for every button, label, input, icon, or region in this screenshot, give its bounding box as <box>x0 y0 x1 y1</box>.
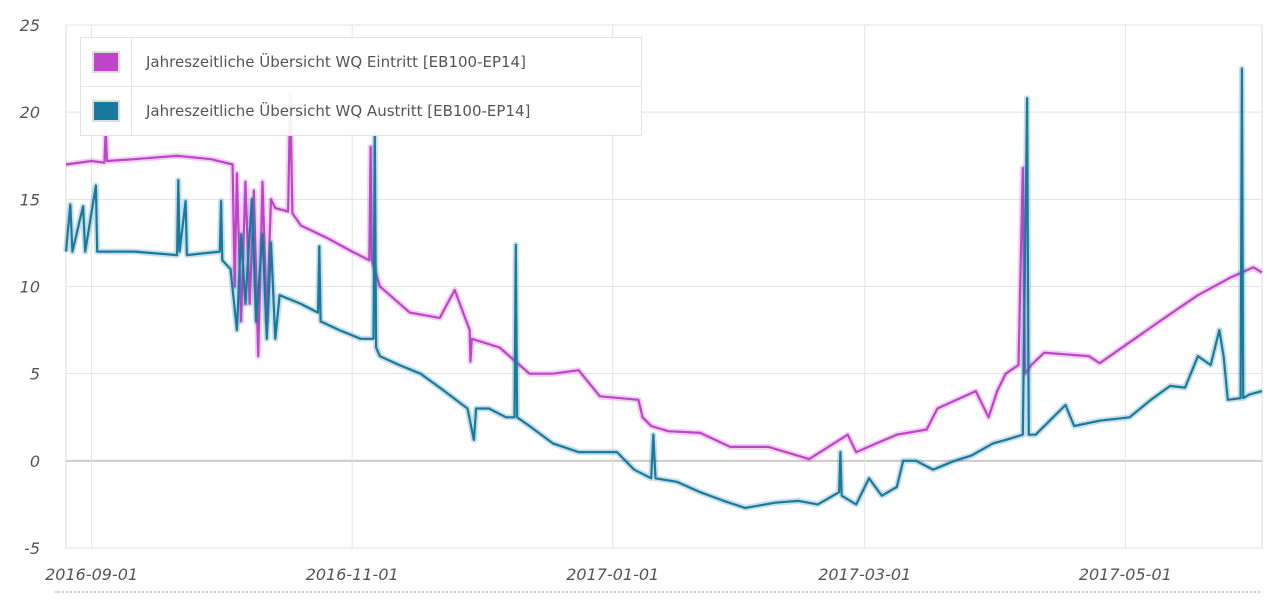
x-tick-label: 2017-03-01 <box>818 565 911 584</box>
legend-label: Jahreszeitliche Übersicht WQ Austritt [E… <box>146 102 531 120</box>
legend-item-austritt[interactable]: Jahreszeitliche Übersicht WQ Austritt [E… <box>81 87 641 135</box>
x-tick-label: 2017-05-01 <box>1079 565 1172 584</box>
legend-swatch-austritt <box>92 100 120 122</box>
y-tick-label: 0 <box>30 452 40 471</box>
legend-item-eintritt[interactable]: Jahreszeitliche Übersicht WQ Eintritt [E… <box>81 38 641 87</box>
legend-swatch-eintritt <box>92 51 120 73</box>
y-tick-label: 5 <box>30 365 40 384</box>
x-tick-label: 2016-09-01 <box>45 565 138 584</box>
x-axis: 2016-09-01 2016-11-01 2017-01-01 2017-03-01… <box>45 565 1172 584</box>
y-tick-label: 10 <box>20 278 40 297</box>
series-line-eintritt[interactable] <box>65 93 1263 461</box>
x-tick-label: 2016-11-01 <box>306 565 399 584</box>
legend: Jahreszeitliche Übersicht WQ Eintritt [E… <box>80 37 642 136</box>
legend-label: Jahreszeitliche Übersicht WQ Eintritt [E… <box>146 53 526 71</box>
y-tick-label: 25 <box>20 16 40 35</box>
y-tick-label: 20 <box>20 103 40 122</box>
x-tick-label: 2017-01-01 <box>566 565 659 584</box>
y-tick-label: -5 <box>24 539 40 558</box>
dotted-divider <box>55 591 1260 593</box>
series-lines <box>63 65 1264 511</box>
y-axis: -5 0 5 10 15 20 25 <box>20 16 40 558</box>
series-line-austritt[interactable] <box>64 67 1263 509</box>
y-tick-label: 15 <box>20 190 40 209</box>
